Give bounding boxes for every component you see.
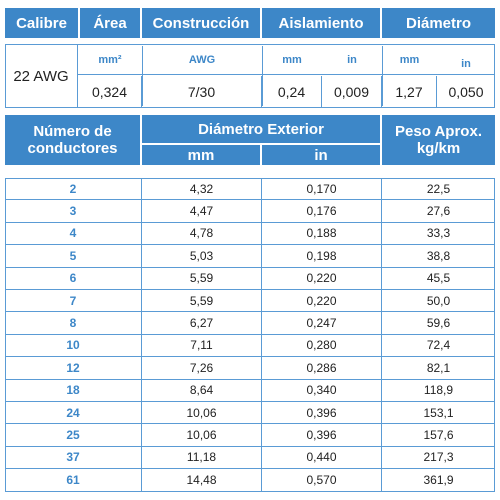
- header-cell: Diámetro: [382, 8, 495, 38]
- unit-label: mm: [282, 54, 302, 66]
- cell-value: 72,4: [382, 335, 495, 358]
- unit-label: in: [347, 54, 357, 66]
- header-cell: Número de conductores: [5, 115, 140, 165]
- conductor-count: 2: [5, 178, 142, 201]
- conductor-count: 4: [5, 222, 142, 246]
- cell-value: 38,8: [382, 245, 495, 268]
- spec-value: 7/30: [142, 76, 262, 108]
- divider: [262, 46, 263, 106]
- cell-value: 4,78: [142, 222, 262, 246]
- cell-value: 22,5: [382, 178, 495, 201]
- spec-value: 1,27: [382, 76, 437, 108]
- cell-value: 0,396: [262, 424, 382, 447]
- conductor-count: 5: [5, 245, 142, 268]
- header-cell: Diámetro Exterior: [142, 115, 380, 143]
- cell-value: 157,6: [382, 424, 495, 447]
- conductor-count: 25: [5, 424, 142, 447]
- cell-value: 11,18: [142, 446, 262, 470]
- cell-value: 59,6: [382, 312, 495, 335]
- conductor-count: 8: [5, 312, 142, 335]
- unit-label: mm²: [98, 54, 122, 66]
- cell-value: 0,247: [262, 312, 382, 335]
- cell-value: 7,26: [142, 357, 262, 380]
- cell-value: 6,27: [142, 312, 262, 335]
- header-cell: Peso Aprox. kg/km: [382, 115, 495, 165]
- cell-value: 118,9: [382, 380, 495, 402]
- cell-value: 361,9: [423, 473, 454, 488]
- header-cell: Aislamiento: [262, 8, 380, 38]
- cell-value: 5,59: [142, 290, 262, 313]
- cell-value: 14,48: [142, 469, 262, 492]
- conductor-box: [5, 178, 495, 492]
- conductor-count: 10: [5, 334, 142, 358]
- cell-value: 0,170: [262, 178, 382, 201]
- divider: [78, 74, 495, 75]
- header-cell: Calibre: [5, 8, 78, 38]
- header-cell: Área: [80, 8, 140, 38]
- header-cell: mm: [142, 145, 260, 165]
- cell-value: 0,220: [262, 290, 382, 313]
- conductor-count: 61: [5, 469, 142, 492]
- conductor-count: 18: [5, 379, 142, 402]
- header-cell: in: [262, 145, 380, 165]
- conductor-count: 3: [5, 200, 142, 223]
- spec-value: 0,050: [448, 84, 484, 100]
- cell-value: 0,570: [262, 469, 382, 492]
- cell-value: 5,03: [142, 245, 262, 268]
- conductor-count: 12: [5, 357, 142, 380]
- unit-label: mm: [399, 54, 420, 66]
- cell-value: 0,440: [262, 446, 382, 470]
- cell-value: 0,220: [262, 267, 382, 290]
- divider: [382, 46, 383, 106]
- spec-value: 0,24: [262, 76, 322, 108]
- spec-value: 0,009: [322, 76, 382, 108]
- cell-value: 8,64: [142, 379, 262, 402]
- cell-value: 27,6: [382, 200, 495, 223]
- cell-value: 0,176: [262, 200, 382, 223]
- cell-value: 5,59: [142, 267, 262, 290]
- unit-label: AWG: [188, 54, 216, 66]
- cell-value: 10,06: [142, 424, 262, 447]
- cell-value: 0,198: [262, 245, 382, 268]
- unit-label: in: [461, 58, 471, 70]
- conductor-count: 24: [5, 402, 142, 425]
- cell-value: 33,3: [382, 223, 495, 246]
- spec-value: 0,324: [78, 76, 142, 108]
- divider: [142, 46, 143, 106]
- gauge: 22 AWG: [5, 44, 78, 108]
- spec-box: [5, 44, 495, 108]
- cell-value: 7,11: [142, 334, 262, 358]
- cell-value: 45,5: [382, 268, 495, 290]
- cell-value: 82,1: [382, 357, 495, 380]
- cell-value: 0,280: [262, 334, 382, 358]
- cell-value: 217,3: [382, 447, 495, 470]
- cell-value: 0,188: [262, 222, 382, 246]
- cell-value: 4,47: [142, 200, 262, 223]
- cell-value: 153,1: [382, 402, 495, 425]
- cell-value: 50,0: [382, 290, 495, 313]
- conductor-count: 37: [5, 446, 142, 470]
- cell-value: 10,06: [142, 402, 262, 425]
- cell-value: 0,286: [262, 357, 382, 380]
- cell-value: 0,396: [262, 402, 382, 425]
- conductor-count: 7: [5, 290, 142, 313]
- conductor-count: 6: [5, 267, 142, 290]
- cell-value: 4,32: [142, 178, 262, 201]
- header-cell: Construcción: [142, 8, 260, 38]
- cell-value: 0,340: [262, 379, 382, 402]
